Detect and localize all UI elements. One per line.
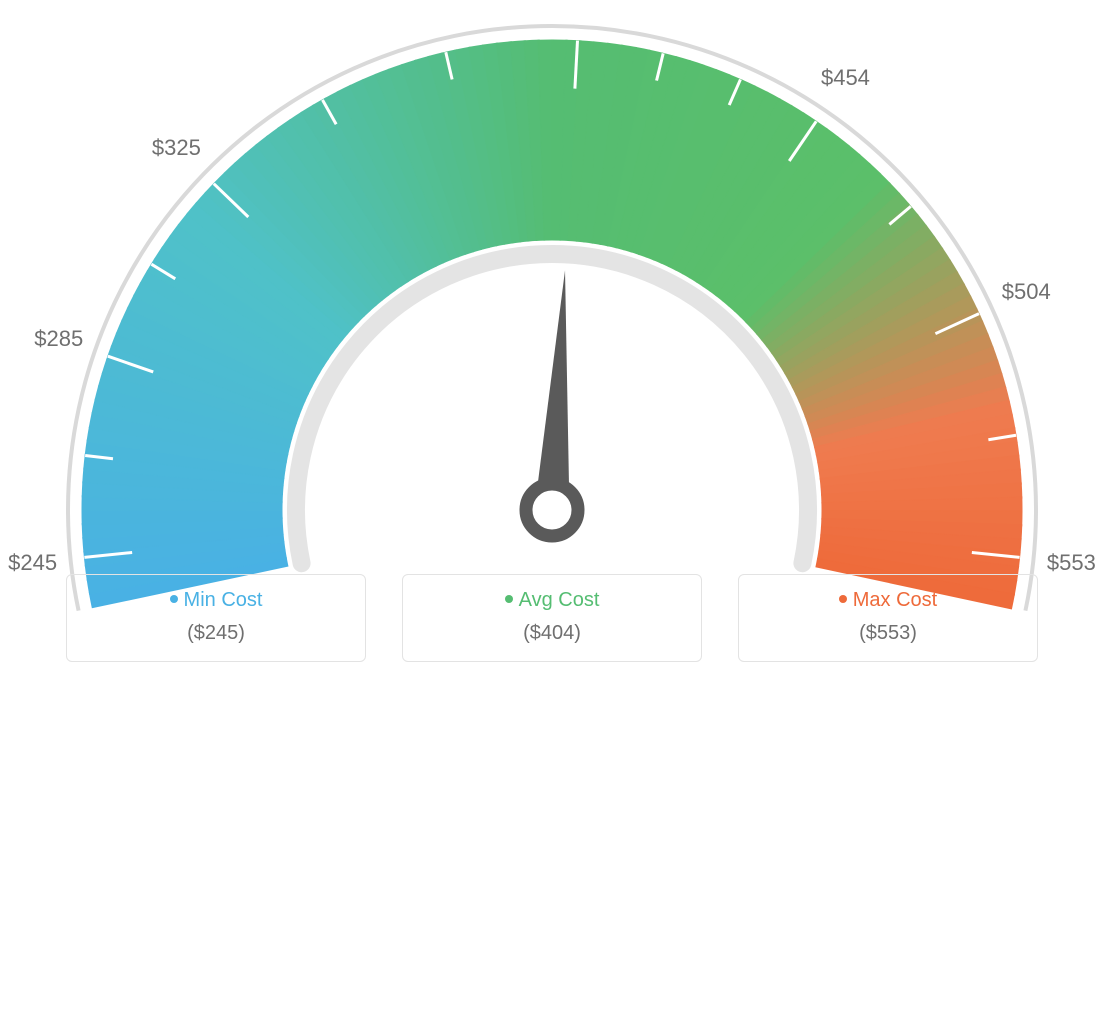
dot-avg	[505, 595, 513, 603]
legend-value-avg: ($404)	[403, 622, 701, 645]
dot-min	[170, 595, 178, 603]
gauge-tick-label: $245	[8, 550, 57, 576]
legend-title-max: Max Cost	[739, 589, 1037, 612]
legend-title-min: Min Cost	[67, 589, 365, 612]
legend-row: Min Cost ($245) Avg Cost ($404) Max Cost…	[0, 574, 1104, 662]
gauge-tick-label: $553	[1047, 550, 1096, 576]
legend-value-max: ($553)	[739, 622, 1037, 645]
legend-title-avg: Avg Cost	[403, 589, 701, 612]
gauge-tick-label: $285	[34, 326, 83, 352]
cost-gauge: $245$285$325$404$454$504$553	[0, 0, 1104, 560]
legend-card-min: Min Cost ($245)	[66, 574, 366, 662]
legend-label-min: Min Cost	[184, 589, 263, 611]
legend-label-avg: Avg Cost	[519, 589, 600, 611]
gauge-tick-label: $404	[556, 0, 605, 2]
gauge-tick-label: $454	[821, 65, 870, 91]
legend-card-avg: Avg Cost ($404)	[402, 574, 702, 662]
dot-max	[839, 595, 847, 603]
gauge-tick-label: $325	[152, 135, 201, 161]
legend-value-min: ($245)	[67, 622, 365, 645]
legend-label-max: Max Cost	[853, 589, 937, 611]
gauge-tick-label: $504	[1002, 279, 1051, 305]
legend-card-max: Max Cost ($553)	[738, 574, 1038, 662]
